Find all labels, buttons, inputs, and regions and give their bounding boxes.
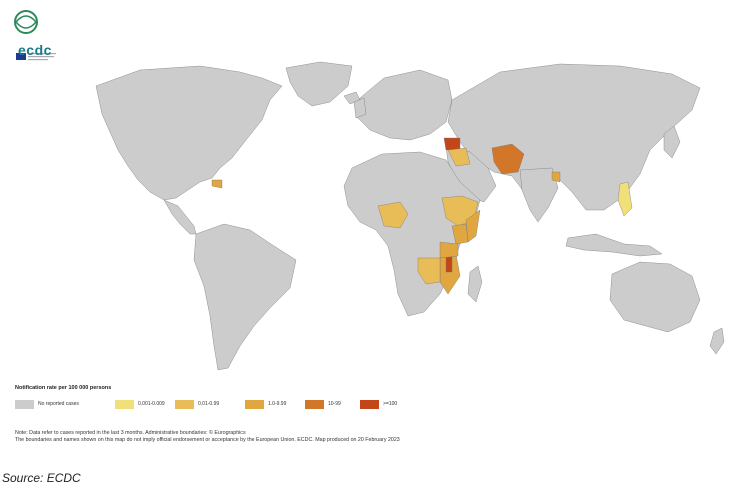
region-somalia-south bbox=[465, 209, 481, 243]
legend-swatch-3 bbox=[245, 400, 264, 409]
region-philippines bbox=[617, 181, 633, 217]
ecdc-logo: ecdc bbox=[6, 6, 66, 64]
japan bbox=[663, 125, 681, 159]
legend: No reported cases 0.001-0.009 0.01-0.99 … bbox=[15, 400, 398, 412]
north-america bbox=[95, 65, 283, 201]
region-tanzania bbox=[439, 241, 459, 259]
legend-label-0: No reported cases bbox=[38, 401, 79, 407]
madagascar bbox=[467, 265, 483, 303]
legend-label-2: 0.01-0.99 bbox=[198, 401, 220, 407]
source-caption: Source: ECDC bbox=[2, 471, 81, 485]
uk bbox=[353, 97, 367, 119]
legend-label-1: 0.001-0.009 bbox=[138, 401, 165, 407]
legend-swatch-2 bbox=[175, 400, 194, 409]
europe bbox=[355, 69, 453, 141]
indonesia bbox=[565, 233, 663, 257]
central-america bbox=[163, 199, 197, 235]
region-nigeria-cameroon bbox=[377, 201, 409, 229]
australia bbox=[609, 261, 701, 333]
greenland bbox=[285, 61, 353, 107]
new-zealand bbox=[709, 327, 725, 355]
region-bangladesh bbox=[551, 171, 561, 183]
region-iraq bbox=[447, 147, 471, 167]
region-haiti bbox=[211, 179, 223, 189]
legend-title: Notification rate per 100 000 persons bbox=[15, 385, 112, 391]
legend-swatch-5 bbox=[360, 400, 379, 409]
note-line-1: Note: Data refer to cases reported in th… bbox=[15, 430, 246, 436]
map-note: Note: Data refer to cases reported in th… bbox=[15, 430, 400, 443]
legend-label-3: 1.0-9.99 bbox=[268, 401, 287, 407]
note-line-2: The boundaries and names shown on this m… bbox=[15, 436, 400, 443]
ecdc-globe-logo-icon bbox=[14, 10, 56, 61]
world-map bbox=[95, 61, 725, 371]
region-zambia-zimbabwe bbox=[417, 257, 441, 285]
south-america bbox=[193, 223, 297, 371]
legend-swatch-1 bbox=[115, 400, 134, 409]
legend-label-5: >=100 bbox=[383, 401, 398, 407]
asia bbox=[447, 63, 701, 211]
legend-swatch-0 bbox=[15, 400, 34, 409]
india bbox=[519, 167, 559, 223]
logo-text: ecdc bbox=[18, 42, 52, 58]
region-afghanistan-pakistan bbox=[491, 143, 525, 175]
legend-swatch-4 bbox=[305, 400, 324, 409]
map-panel: ecdc bbox=[6, 6, 725, 443]
region-syria bbox=[443, 137, 461, 151]
legend-label-4: 10-99 bbox=[328, 401, 341, 407]
